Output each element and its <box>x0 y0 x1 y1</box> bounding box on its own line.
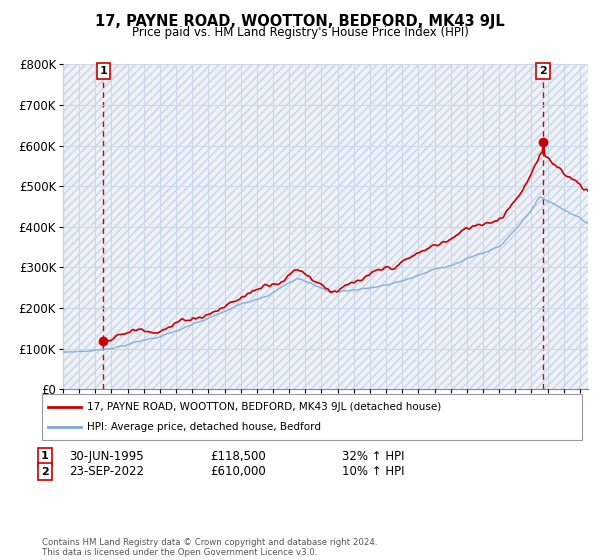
Text: 2: 2 <box>41 466 49 477</box>
Text: 23-SEP-2022: 23-SEP-2022 <box>69 465 144 478</box>
Text: 30-JUN-1995: 30-JUN-1995 <box>69 450 143 463</box>
Text: 10% ↑ HPI: 10% ↑ HPI <box>342 465 404 478</box>
Text: Contains HM Land Registry data © Crown copyright and database right 2024.
This d: Contains HM Land Registry data © Crown c… <box>42 538 377 557</box>
Text: 1: 1 <box>100 66 107 76</box>
Text: HPI: Average price, detached house, Bedford: HPI: Average price, detached house, Bedf… <box>87 422 321 432</box>
Text: 17, PAYNE ROAD, WOOTTON, BEDFORD, MK43 9JL: 17, PAYNE ROAD, WOOTTON, BEDFORD, MK43 9… <box>95 14 505 29</box>
Text: 2: 2 <box>539 66 547 76</box>
Text: 1: 1 <box>41 451 49 461</box>
Text: £610,000: £610,000 <box>210 465 266 478</box>
Text: 32% ↑ HPI: 32% ↑ HPI <box>342 450 404 463</box>
Text: 17, PAYNE ROAD, WOOTTON, BEDFORD, MK43 9JL (detached house): 17, PAYNE ROAD, WOOTTON, BEDFORD, MK43 9… <box>87 402 441 412</box>
Text: £118,500: £118,500 <box>210 450 266 463</box>
Text: Price paid vs. HM Land Registry's House Price Index (HPI): Price paid vs. HM Land Registry's House … <box>131 26 469 39</box>
